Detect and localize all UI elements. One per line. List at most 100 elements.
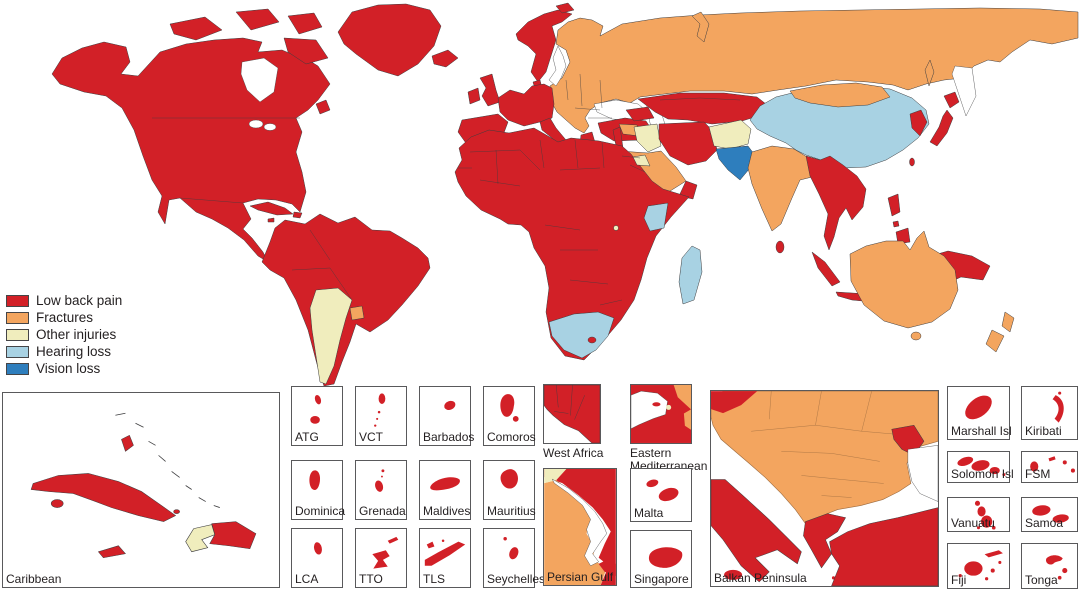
inset-label-fsm: FSM [1025, 467, 1051, 481]
inset-seychelles: Seychelles [483, 528, 545, 588]
region-india [747, 145, 821, 232]
legend-swatch-fractures [6, 311, 29, 324]
island [444, 400, 456, 410]
iran-coast [544, 469, 616, 585]
island [314, 394, 322, 405]
cyprus [652, 402, 661, 407]
region-australia [849, 230, 959, 329]
legend-label: Fractures [36, 310, 94, 325]
inset-label-persian-gulf: Persian Gulf [547, 570, 614, 584]
gozo [646, 479, 659, 488]
gulf-water [551, 478, 607, 567]
region-burundi [613, 225, 619, 231]
inset-label-barbados: Barbados [423, 430, 475, 444]
bahamas-island [121, 434, 134, 452]
inset-fiji: Fiji [947, 543, 1010, 589]
legend-label: Hearing loss [36, 344, 112, 359]
inset-maldives: Maldives [419, 460, 471, 520]
inset-label-lca: LCA [295, 572, 319, 586]
inset-label-west-africa: West Africa [543, 446, 604, 460]
legend-item-fractures: Fractures [6, 309, 122, 326]
island [981, 515, 993, 528]
region-caribbean-islands [249, 201, 303, 223]
great-lake-1 [248, 119, 264, 129]
region-united-kingdom [479, 73, 501, 107]
legend-swatch-other-injuries [6, 328, 29, 341]
region-philippines [887, 193, 911, 245]
island [372, 550, 390, 569]
inset-fsm: FSM [1021, 451, 1078, 483]
inset-label-malta: Malta [634, 506, 664, 520]
inset-label-atg: ATG [295, 430, 319, 444]
region-pakistan [715, 145, 755, 181]
region-new-zealand [985, 311, 1015, 353]
inset-label-balkan: Balkan Peninsula [714, 571, 807, 585]
inset-label-vct: VCT [359, 430, 383, 444]
region-japan [929, 91, 960, 147]
region-novaya-zemlya [691, 11, 710, 43]
region-oman [678, 180, 698, 200]
dominican-republic [209, 521, 257, 549]
inset-label-dominica: Dominica [295, 504, 346, 518]
region-madagascar [678, 245, 703, 305]
island [313, 542, 322, 555]
legend-item-other-injuries: Other injuries [6, 326, 122, 343]
inset-dominica: Dominica [291, 460, 346, 520]
legend-label: Other injuries [36, 327, 117, 342]
inset-label-fiji: Fiji [951, 573, 967, 587]
isla-juventud [50, 499, 64, 508]
inset-grenada: Grenada [355, 460, 407, 520]
island [441, 539, 445, 542]
inset-label-maldives: Maldives [423, 504, 471, 518]
legend-swatch-hearing-loss [6, 345, 29, 358]
legend-item-hearing-loss: Hearing loss [6, 343, 122, 360]
region-ireland [467, 87, 481, 105]
island [1057, 575, 1062, 580]
malta-island [658, 487, 679, 502]
haiti [185, 524, 216, 553]
island [1070, 468, 1075, 473]
island [500, 469, 518, 489]
inset-samoa: Samoa [1021, 497, 1078, 532]
region-southeast-asia [805, 155, 867, 251]
island [971, 460, 990, 471]
inset-lca: LCA [291, 528, 343, 588]
island [991, 525, 996, 530]
region-kenya [643, 202, 669, 232]
inset-persian-gulf: Persian Gulf [543, 468, 617, 586]
island [1062, 568, 1068, 574]
island [1058, 391, 1062, 395]
inset-label-kiribati: Kiribati [1025, 424, 1062, 438]
legend-item-vision-loss: Vision loss [6, 360, 122, 377]
balkan-turkey [829, 507, 938, 586]
island [1052, 514, 1069, 523]
inset-west-africa [543, 384, 601, 444]
region-canadian-arctic-islands [169, 8, 329, 65]
region-iceland [431, 49, 459, 68]
island [976, 526, 981, 530]
island [426, 541, 435, 549]
hudson-bay [240, 57, 279, 103]
inset-comoros: Comoros [483, 386, 536, 446]
island [503, 537, 507, 541]
mediterranean-sea [631, 390, 668, 429]
inset-label-vanuatu: Vanuatu [951, 516, 995, 530]
region-western-europe [497, 83, 555, 127]
west-africa-borders [554, 385, 585, 420]
inset-label-tonga: Tonga [1025, 573, 1058, 587]
island [1052, 395, 1064, 423]
region-russia-eastern-europe [549, 7, 1079, 134]
island [387, 536, 399, 544]
region-argentina [309, 287, 353, 385]
island [965, 395, 992, 420]
inset-tls: TLS [419, 528, 471, 588]
legend-item-low-back-pain: Low back pain [6, 292, 122, 309]
region-iraq [633, 123, 662, 153]
black-sea-inset [907, 445, 938, 502]
island [381, 469, 385, 473]
island [958, 574, 962, 578]
island [957, 456, 974, 467]
balkan-greece [803, 513, 846, 569]
region-taiwan [909, 157, 915, 167]
